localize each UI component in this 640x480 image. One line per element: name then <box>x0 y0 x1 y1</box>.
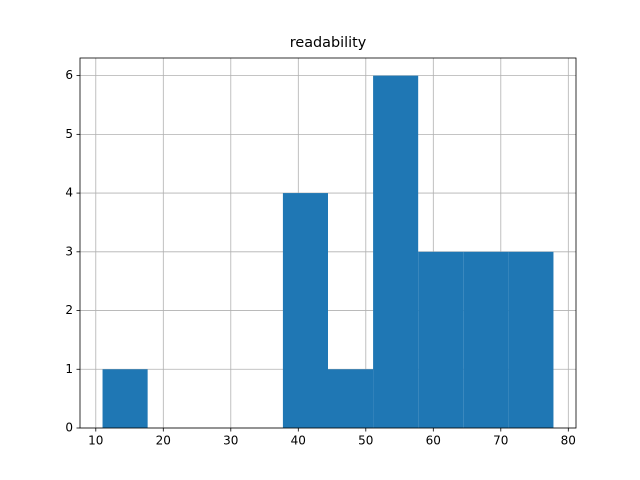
bar <box>508 251 554 428</box>
bar <box>282 193 328 428</box>
x-tick-label: 30 <box>223 434 238 448</box>
x-tick-label: 80 <box>561 434 576 448</box>
x-tick-label: 60 <box>426 434 441 448</box>
bar <box>373 75 419 428</box>
x-tick-label: 50 <box>358 434 373 448</box>
x-tick-label: 10 <box>88 434 103 448</box>
y-tick-label: 5 <box>65 127 73 141</box>
y-tick-label: 6 <box>65 68 73 82</box>
x-tick-label: 70 <box>493 434 508 448</box>
bar <box>102 369 148 428</box>
bar <box>418 251 464 428</box>
x-tick-label: 20 <box>156 434 171 448</box>
y-tick-label: 3 <box>65 244 73 258</box>
axes-frame <box>79 57 577 429</box>
x-tick-label: 40 <box>291 434 306 448</box>
bars <box>102 75 554 428</box>
y-tick-label: 0 <box>65 421 73 435</box>
bar <box>328 369 374 428</box>
bar <box>463 251 509 428</box>
chart-title: readability <box>290 35 367 51</box>
y-tick-label: 4 <box>65 186 73 200</box>
y-tick-label: 1 <box>65 362 73 376</box>
y-tick-label: 2 <box>65 303 73 317</box>
ticks: 10 20 30 40 50 60 70 80 0 1 2 3 4 5 6 <box>65 68 576 447</box>
